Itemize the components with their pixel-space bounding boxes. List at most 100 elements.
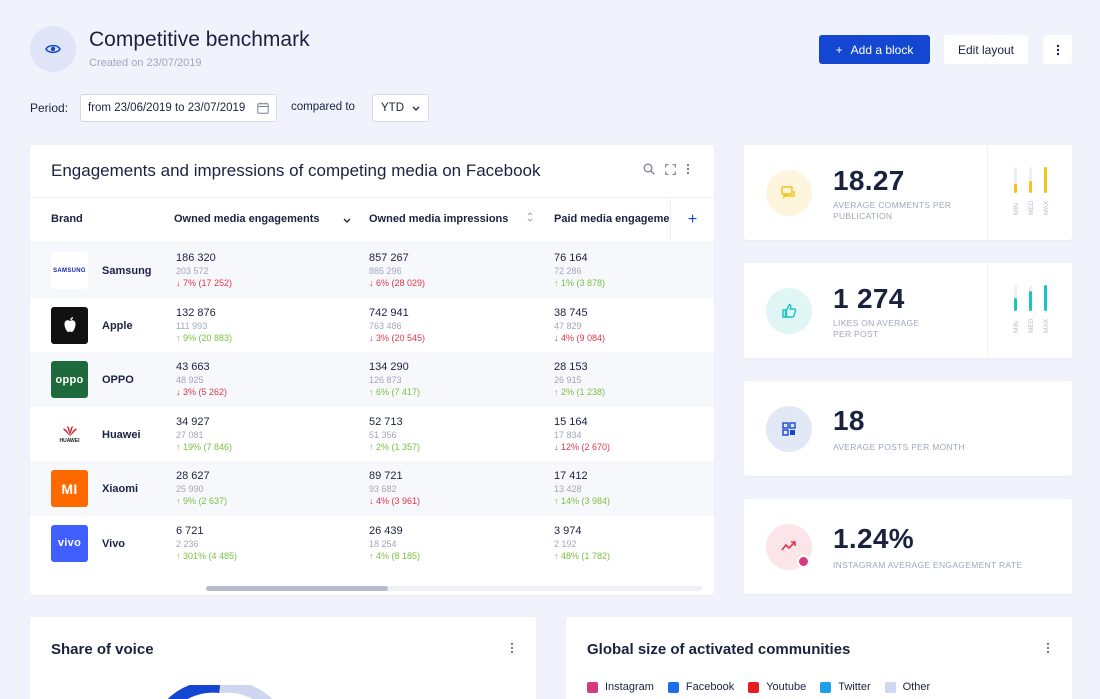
legend-swatch [667, 681, 679, 693]
table-title: Engagements and impressions of competing… [51, 161, 541, 180]
period-date-field[interactable]: from 23/06/2019 to 23/07/2019 [80, 94, 277, 122]
delta-value: ↑ 2% (1 238) [554, 387, 606, 397]
more-options-button[interactable] [1043, 35, 1072, 64]
column-header-brand[interactable]: Brand [51, 213, 83, 225]
trend-icon [766, 524, 812, 570]
arrow-up-icon: ↑ [176, 550, 184, 561]
previous-value: 885 296 [369, 266, 402, 276]
brand-logo: HUAWEI [51, 415, 88, 453]
eye-icon [30, 26, 76, 72]
grid-icon [766, 406, 812, 452]
add-column-button[interactable]: + [670, 198, 714, 242]
metric-cell: 38 745 47 829 ↓ 4% (9 084) [554, 307, 606, 343]
metric-cell: 134 290 126 873 ↑ 6% (7 417) [369, 362, 420, 397]
previous-value: 51 356 [369, 429, 397, 440]
kpi-label: AVERAGE COMMENTS PER PUBLICATION [833, 200, 952, 221]
previous-value: 203 572 [176, 266, 209, 276]
table-row[interactable]: HUAWEI Huawei 34 927 27 081 ↑ 19% (7 846) 52 … [30, 407, 714, 462]
engagement-table-card: Engagements and impressions of competing… [30, 145, 714, 595]
previous-value: 25 990 [176, 484, 204, 494]
delta-value: ↑ 1% (3 878) [554, 278, 606, 288]
metric-cell: 34 927 27 081 ↑ 19% (7 846) [176, 415, 232, 452]
metric-cell: 3 974 2 192 ↑ 48% (1 782) [554, 525, 611, 561]
previous-value: 26 915 [554, 375, 582, 385]
arrow-up-icon: ↑ [369, 387, 377, 397]
legend-label: Other [902, 681, 931, 693]
share-of-voice-title: Share of voice [51, 641, 154, 658]
compare-select[interactable]: YTD [372, 94, 429, 122]
previous-value: 2 236 [176, 538, 199, 549]
horizontal-scrollbar[interactable] [206, 586, 702, 591]
edit-layout-button[interactable]: Edit layout [944, 35, 1028, 64]
kebab-icon[interactable] [1046, 642, 1050, 654]
column-header-owned-engagements[interactable]: Owned media engagements [174, 213, 320, 225]
legend-item[interactable]: Twitter [820, 681, 871, 693]
kebab-icon[interactable] [510, 642, 514, 654]
period-value: from 23/06/2019 to 23/07/2019 [88, 102, 246, 114]
brand-name: Vivo [102, 537, 126, 550]
current-value: 34 927 [176, 415, 210, 428]
legend-item[interactable]: Youtube [748, 681, 806, 693]
delta-value: ↑ 9% (20 883) [176, 332, 233, 343]
arrow-down-icon: ↓ [176, 278, 184, 288]
current-value: 89 721 [369, 470, 403, 482]
legend-item[interactable]: Instagram [587, 681, 654, 693]
sort-desc-icon[interactable] [343, 218, 351, 223]
brand-name: OPPO [102, 374, 134, 386]
column-header-paid-engagements[interactable]: Paid media engageme [554, 213, 670, 225]
fullscreen-icon[interactable] [665, 163, 676, 175]
metric-cell: 26 439 18 254 ↑ 4% (8 185) [369, 525, 420, 561]
metric-cell: 15 164 17 834 ↓ 12% (2 670) [554, 416, 610, 452]
current-value: 132 876 [176, 306, 216, 319]
scrollbar-thumb[interactable] [206, 586, 388, 591]
range-label: MED [1028, 200, 1035, 215]
table-row[interactable]: vivo Vivo 6 721 2 236 ↑ 301% (4 485) 26 439 18… [30, 516, 714, 571]
kebab-icon[interactable] [686, 163, 690, 175]
range-label: MIN [1013, 321, 1020, 333]
arrow-up-icon: ↑ [369, 550, 377, 561]
previous-value: 27 081 [176, 429, 204, 440]
range-bar [1044, 167, 1047, 193]
compared-to-label: compared to [291, 101, 355, 113]
arrow-up-icon: ↑ [369, 441, 377, 452]
previous-value: 93 682 [369, 484, 397, 494]
delta-value: ↓ 3% (20 545) [369, 332, 426, 343]
kpi-card: 18.27 AVERAGE COMMENTS PER PUBLICATION MIN M… [744, 145, 1072, 240]
previous-value: 111 993 [176, 320, 208, 331]
plus-icon: + [835, 42, 843, 57]
arrow-up-icon: ↑ [554, 496, 562, 506]
huawei-flower-icon [62, 425, 77, 436]
kpi-label: LIKES ON AVERAGE PER POST [833, 318, 920, 339]
kpi-card: 1 274 LIKES ON AVERAGE PER POST MIN MED MAX [744, 263, 1072, 358]
table-row[interactable]: oppo OPPO 43 663 48 925 ↓ 3% (5 262) 134 290 1… [30, 352, 714, 407]
table-row[interactable]: MI Xiaomi 28 627 25 990 ↑ 9% (2 637) 89 721 93… [30, 461, 714, 516]
legend-item[interactable]: Other [884, 681, 931, 693]
comments-icon [766, 170, 812, 216]
metric-cell: 857 267 885 296 ↓ 6% (28 029) [369, 253, 425, 288]
sort-icon[interactable] [527, 211, 533, 223]
column-header-owned-impressions[interactable]: Owned media impressions [369, 213, 509, 225]
kpi-label: AVERAGE POSTS PER MONTH [833, 442, 965, 452]
thumbs-up-icon [766, 288, 812, 334]
add-block-button[interactable]: + Add a block [819, 35, 930, 64]
add-block-label: Add a block [850, 42, 914, 57]
previous-value: 13 428 [554, 484, 582, 494]
metric-cell: 52 713 51 356 ↑ 2% (1 357) [369, 416, 420, 452]
metric-cell: 17 412 13 428 ↑ 14% (3 984) [554, 471, 610, 506]
brand-name: Apple [102, 319, 133, 332]
previous-value: 2 192 [554, 538, 577, 549]
delta-value: ↓ 4% (9 084) [554, 332, 606, 343]
global-size-card: Global size of activated communities Ins… [566, 617, 1072, 699]
legend-swatch [587, 681, 598, 693]
current-value: 134 290 [369, 361, 409, 373]
previous-value: 72 286 [554, 266, 582, 276]
table-row[interactable]: Apple 132 876 111 993 ↑ 9% (20 883) 742 941 7… [30, 298, 714, 353]
delta-value: ↑ 14% (3 984) [554, 496, 611, 506]
search-icon[interactable] [643, 163, 655, 175]
delta-value: ↑ 48% (1 782) [554, 550, 611, 561]
range-label: MAX [1043, 318, 1050, 333]
share-of-voice-card: Share of voice [30, 617, 536, 699]
legend-item[interactable]: Facebook [667, 681, 734, 693]
page-title: Competitive benchmark [89, 28, 310, 51]
table-row[interactable]: SAMSUNG Samsung 186 320 203 572 ↓ 7% (17 252… [30, 243, 714, 298]
